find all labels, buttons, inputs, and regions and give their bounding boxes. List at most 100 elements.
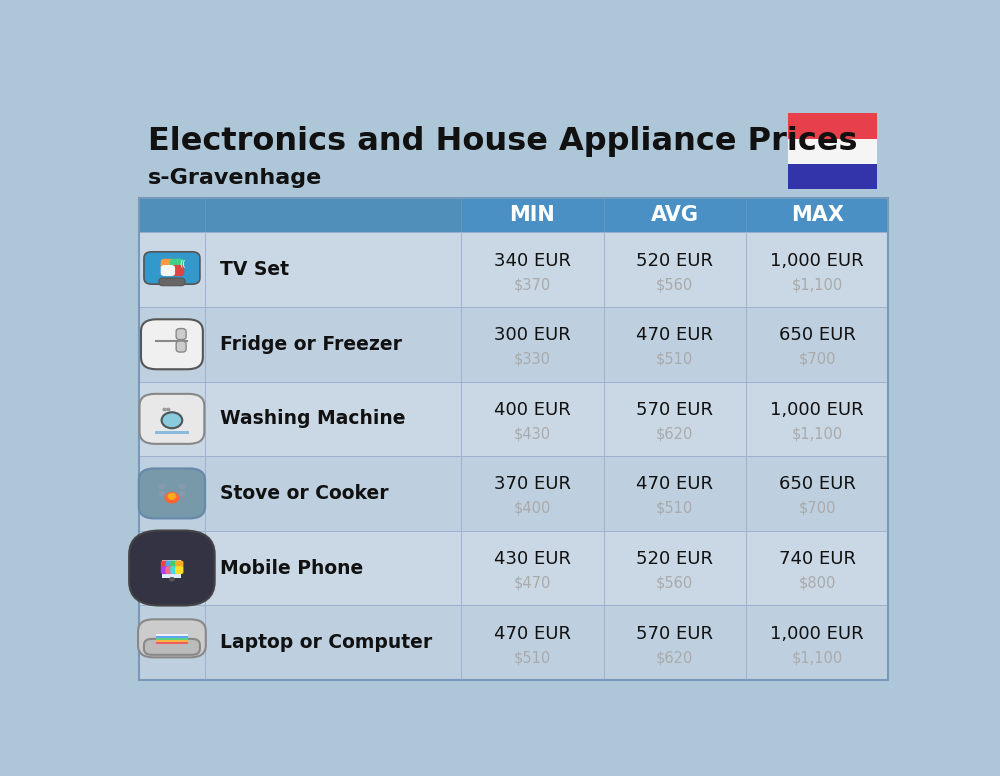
Circle shape [180, 491, 185, 495]
FancyBboxPatch shape [788, 164, 877, 189]
FancyBboxPatch shape [746, 382, 888, 456]
Text: 650 EUR: 650 EUR [779, 476, 856, 494]
Circle shape [180, 484, 185, 488]
FancyBboxPatch shape [461, 605, 604, 680]
Text: $1,100: $1,100 [792, 277, 843, 292]
Text: 520 EUR: 520 EUR [636, 251, 713, 270]
Text: $330: $330 [514, 352, 551, 367]
FancyBboxPatch shape [746, 232, 888, 307]
FancyBboxPatch shape [604, 232, 746, 307]
Text: $560: $560 [656, 576, 693, 591]
FancyBboxPatch shape [156, 642, 188, 644]
Text: Laptop or Computer: Laptop or Computer [220, 633, 433, 652]
Circle shape [159, 491, 164, 495]
FancyBboxPatch shape [162, 560, 181, 577]
FancyBboxPatch shape [139, 469, 205, 518]
Circle shape [159, 491, 164, 495]
FancyBboxPatch shape [461, 307, 604, 382]
Text: 370 EUR: 370 EUR [494, 476, 571, 494]
FancyBboxPatch shape [170, 258, 184, 270]
FancyBboxPatch shape [205, 232, 461, 307]
FancyBboxPatch shape [746, 605, 888, 680]
Circle shape [167, 408, 170, 411]
FancyBboxPatch shape [168, 278, 176, 282]
Circle shape [162, 412, 182, 428]
Text: $560: $560 [656, 277, 693, 292]
FancyBboxPatch shape [604, 531, 746, 605]
FancyBboxPatch shape [461, 198, 604, 232]
FancyBboxPatch shape [156, 636, 188, 638]
FancyBboxPatch shape [161, 265, 175, 276]
FancyBboxPatch shape [141, 319, 203, 369]
FancyBboxPatch shape [170, 265, 184, 276]
FancyBboxPatch shape [138, 619, 206, 657]
FancyBboxPatch shape [155, 431, 189, 434]
FancyBboxPatch shape [604, 198, 746, 232]
FancyBboxPatch shape [139, 605, 205, 680]
Text: $620: $620 [656, 426, 693, 442]
Text: 520 EUR: 520 EUR [636, 550, 713, 568]
FancyBboxPatch shape [746, 198, 888, 232]
FancyBboxPatch shape [166, 566, 174, 574]
Text: Electronics and House Appliance Prices: Electronics and House Appliance Prices [148, 126, 858, 157]
Text: 470 EUR: 470 EUR [494, 625, 571, 643]
FancyBboxPatch shape [139, 198, 205, 232]
Text: s-Gravenhage: s-Gravenhage [148, 168, 322, 188]
Text: 400 EUR: 400 EUR [494, 401, 571, 419]
Text: 1,000 EUR: 1,000 EUR [770, 251, 864, 270]
FancyBboxPatch shape [746, 307, 888, 382]
Text: 470 EUR: 470 EUR [636, 476, 713, 494]
FancyBboxPatch shape [139, 232, 205, 307]
Text: $1,100: $1,100 [792, 650, 843, 665]
Circle shape [165, 493, 179, 503]
Text: $510: $510 [656, 501, 693, 516]
FancyBboxPatch shape [604, 605, 746, 680]
Text: AVG: AVG [651, 205, 699, 225]
FancyBboxPatch shape [139, 456, 205, 531]
FancyBboxPatch shape [156, 638, 188, 639]
Text: $510: $510 [514, 650, 551, 665]
FancyBboxPatch shape [139, 307, 205, 382]
FancyBboxPatch shape [139, 531, 205, 605]
FancyBboxPatch shape [161, 566, 169, 574]
FancyBboxPatch shape [144, 252, 200, 284]
FancyBboxPatch shape [140, 394, 204, 444]
FancyBboxPatch shape [604, 382, 746, 456]
Text: 470 EUR: 470 EUR [636, 327, 713, 345]
Text: $470: $470 [514, 576, 551, 591]
Text: 740 EUR: 740 EUR [779, 550, 856, 568]
Text: $620: $620 [656, 650, 693, 665]
Text: ((: (( [180, 259, 186, 268]
Text: 430 EUR: 430 EUR [494, 550, 571, 568]
FancyBboxPatch shape [205, 531, 461, 605]
Circle shape [159, 484, 164, 488]
Text: $510: $510 [656, 352, 693, 367]
Text: 650 EUR: 650 EUR [779, 327, 856, 345]
Text: $430: $430 [514, 426, 551, 442]
FancyBboxPatch shape [139, 382, 205, 456]
Text: $370: $370 [514, 277, 551, 292]
FancyBboxPatch shape [604, 456, 746, 531]
FancyBboxPatch shape [205, 307, 461, 382]
FancyBboxPatch shape [144, 639, 200, 655]
FancyBboxPatch shape [129, 531, 215, 605]
Text: $800: $800 [798, 576, 836, 591]
Text: $700: $700 [798, 501, 836, 516]
Text: 300 EUR: 300 EUR [494, 327, 571, 345]
FancyBboxPatch shape [788, 113, 877, 139]
FancyBboxPatch shape [604, 307, 746, 382]
FancyBboxPatch shape [170, 566, 179, 574]
Text: $700: $700 [798, 352, 836, 367]
Circle shape [170, 577, 174, 581]
Text: 570 EUR: 570 EUR [636, 625, 713, 643]
Circle shape [159, 484, 164, 488]
Text: Washing Machine: Washing Machine [220, 410, 406, 428]
Circle shape [168, 494, 176, 499]
FancyBboxPatch shape [156, 639, 188, 642]
Text: 570 EUR: 570 EUR [636, 401, 713, 419]
Text: MAX: MAX [791, 205, 844, 225]
FancyBboxPatch shape [175, 566, 183, 574]
FancyBboxPatch shape [156, 633, 188, 644]
FancyBboxPatch shape [461, 232, 604, 307]
FancyBboxPatch shape [746, 531, 888, 605]
